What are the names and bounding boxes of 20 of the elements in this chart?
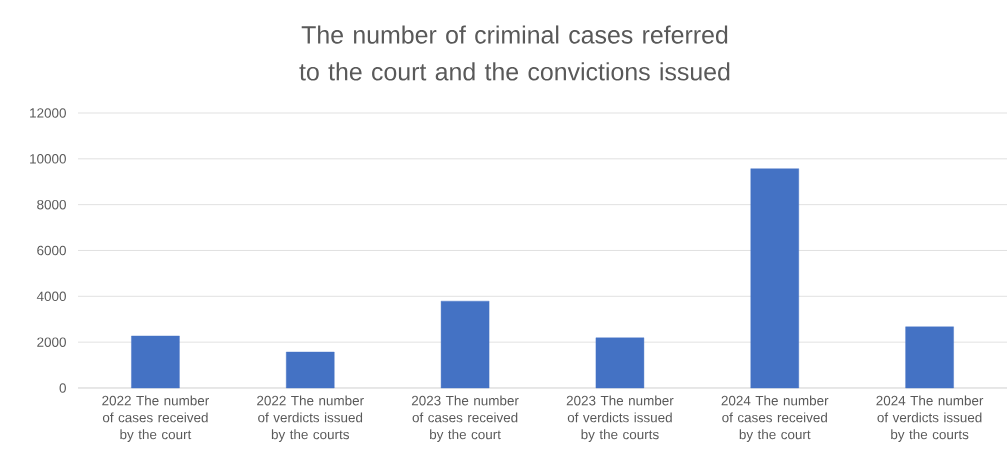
- x-tick-label: 2024 The number of cases received by the court: [721, 395, 829, 442]
- x-tick-label: 2024 The number of verdicts issued by the courts: [876, 395, 984, 442]
- y-tick-label: 10000: [30, 154, 66, 164]
- x-tick-label: 2022 The number of verdicts issued by the courts: [257, 395, 364, 442]
- y-tick-label: 2000: [37, 337, 66, 347]
- y-tick-label: 4000: [36, 291, 66, 302]
- y-tick-label: 8000: [37, 199, 66, 210]
- bar: [595, 337, 645, 389]
- bar: [750, 168, 799, 389]
- y-tick-label: 6000: [37, 245, 66, 256]
- y-tick-label: 0: [59, 383, 66, 393]
- y-tick-label: 12000: [30, 108, 66, 118]
- x-tick-label: 2023 The number of verdicts issued by the courts: [566, 395, 674, 442]
- bar: [905, 326, 954, 389]
- bar: [440, 300, 490, 389]
- chart-title: The number of criminal cases referred to the court and the convictions issued: [299, 25, 730, 81]
- bar: [286, 351, 335, 389]
- x-tick-label: 2023 The number of cases received by the court: [411, 395, 519, 442]
- bar: [131, 335, 180, 389]
- x-tick-label: 2022 The number of cases received by the court: [102, 395, 209, 442]
